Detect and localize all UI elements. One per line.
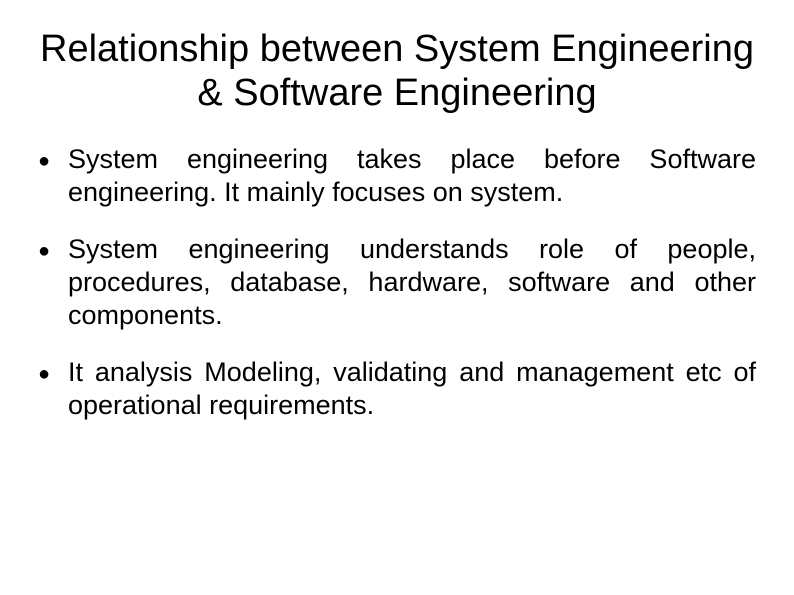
bullet-text: System engineering takes place before So… (48, 143, 756, 209)
bullet-icon: ● (38, 356, 48, 387)
bullet-text: System engineering understands role of p… (48, 233, 756, 332)
bullet-icon: ● (38, 233, 48, 264)
list-item: ● System engineering understands role of… (38, 233, 756, 332)
bullet-text: It analysis Modeling, validating and man… (48, 356, 756, 422)
list-item: ● It analysis Modeling, validating and m… (38, 356, 756, 422)
bullet-icon: ● (38, 143, 48, 174)
list-item: ● System engineering takes place before … (38, 143, 756, 209)
slide-title: Relationship between System Engineering … (38, 28, 756, 115)
bullet-list: ● System engineering takes place before … (38, 143, 756, 422)
